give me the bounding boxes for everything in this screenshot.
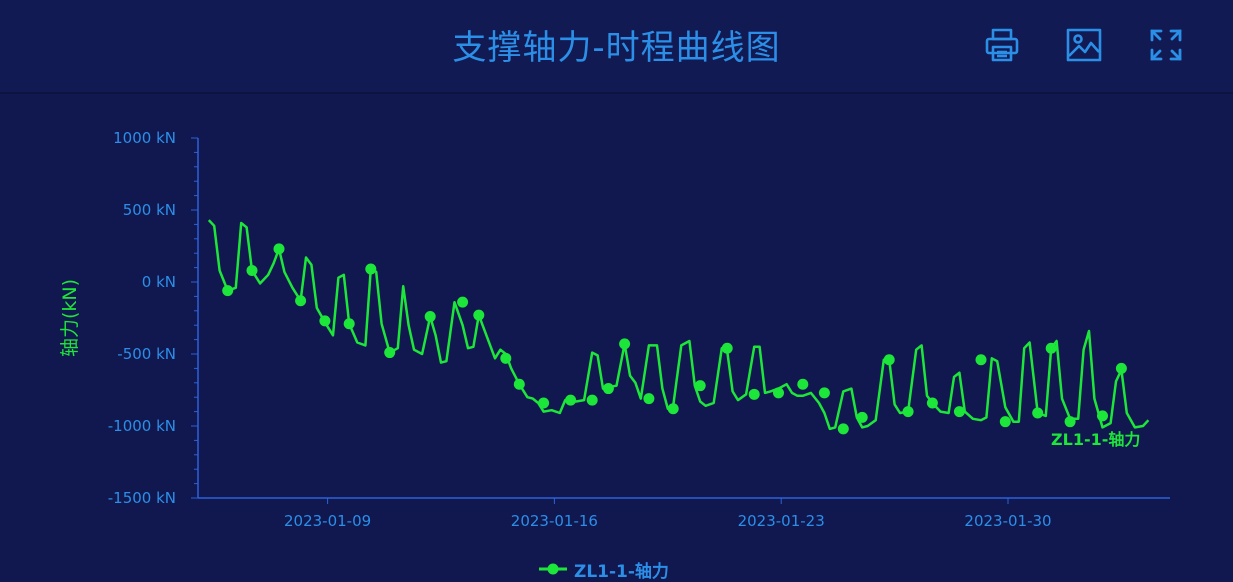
data-point xyxy=(586,394,598,406)
chart-title: 支撑轴力-时程曲线图 xyxy=(452,28,781,68)
y-tick-label: -500 kN xyxy=(117,345,176,363)
data-point xyxy=(902,406,914,418)
data-point xyxy=(273,243,285,255)
data-point xyxy=(748,388,760,400)
legend-item[interactable]: ZL1-1-轴力 xyxy=(538,558,669,582)
data-point xyxy=(319,315,331,327)
data-point xyxy=(926,397,938,409)
image-icon xyxy=(1066,28,1102,62)
data-point xyxy=(643,393,655,405)
data-point xyxy=(565,394,577,406)
data-point xyxy=(667,403,679,415)
x-tick-label: 2023-01-23 xyxy=(738,512,825,530)
data-point xyxy=(365,263,377,275)
data-point xyxy=(424,311,436,323)
y-tick-label: -1000 kN xyxy=(108,417,176,435)
data-point xyxy=(721,342,733,354)
data-point xyxy=(384,347,396,359)
x-tick-label: 2023-01-16 xyxy=(511,512,598,530)
data-point xyxy=(953,406,965,418)
data-point xyxy=(1064,416,1076,428)
series-line-zl1-1 xyxy=(207,219,1150,431)
y-tick-label: 0 kN xyxy=(142,273,176,291)
data-point xyxy=(457,296,469,308)
data-point xyxy=(1115,362,1127,374)
data-point xyxy=(500,352,512,364)
fullscreen-icon xyxy=(1150,29,1182,61)
legend-symbol-icon xyxy=(539,563,567,575)
data-point xyxy=(602,383,614,395)
data-point xyxy=(975,354,987,366)
line-chart: 1000 kN 500 kN 0 kN -500 kN -1000 kN -1500 kN… xyxy=(59,129,1170,530)
data-point xyxy=(1097,410,1108,422)
fullscreen-button[interactable] xyxy=(1146,25,1186,65)
x-tick-label: 2023-01-30 xyxy=(964,512,1051,530)
data-point xyxy=(999,416,1011,428)
data-point xyxy=(856,411,868,423)
data-point xyxy=(246,264,258,276)
print-icon xyxy=(985,28,1019,62)
data-point xyxy=(818,387,830,399)
data-point xyxy=(295,295,307,307)
data-point xyxy=(883,354,895,366)
y-axis-title: 轴力(kN) xyxy=(59,279,81,357)
download-image-button[interactable] xyxy=(1064,25,1104,65)
data-point xyxy=(694,380,706,392)
data-point xyxy=(1032,407,1044,419)
chart-header: 支撑轴力-时程曲线图 xyxy=(0,0,1233,94)
y-tick-label: 1000 kN xyxy=(113,129,176,147)
data-point xyxy=(473,309,485,321)
data-point xyxy=(222,285,234,297)
legend-label: ZL1-1-轴力 xyxy=(574,561,669,582)
series-end-label: ZL1-1-轴力 xyxy=(1051,430,1140,449)
data-point xyxy=(1045,342,1057,354)
data-point xyxy=(538,397,550,409)
data-point xyxy=(343,318,355,330)
print-button[interactable] xyxy=(982,25,1022,65)
y-tick-label: 500 kN xyxy=(123,201,176,219)
y-tick-label: -1500 kN xyxy=(108,489,176,507)
data-point xyxy=(797,378,809,390)
x-tick-label: 2023-01-09 xyxy=(284,512,371,530)
data-point xyxy=(513,378,525,390)
data-point xyxy=(619,338,631,350)
data-point xyxy=(773,387,784,399)
data-point xyxy=(837,423,849,435)
